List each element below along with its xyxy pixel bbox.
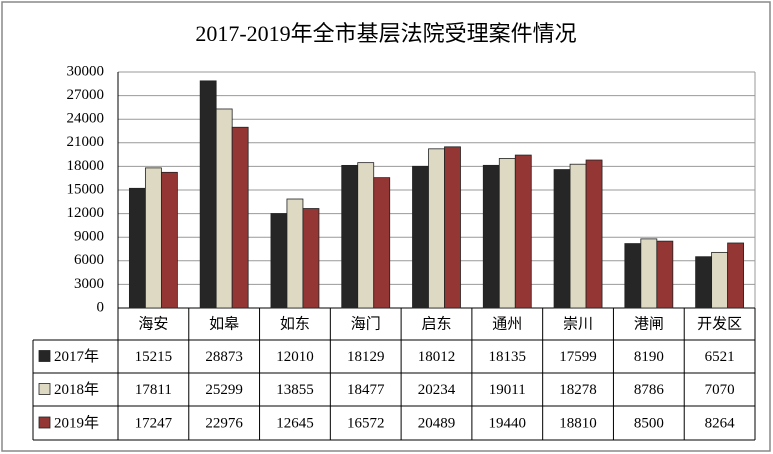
table-value: 18278 <box>559 382 597 398</box>
x-tick-label: 港闸 <box>634 315 664 332</box>
x-tick-label: 如东 <box>280 315 310 332</box>
bar <box>357 162 375 309</box>
bar <box>585 159 603 309</box>
bar <box>640 238 658 309</box>
bar <box>231 126 249 309</box>
bar <box>695 256 713 309</box>
bar <box>270 213 288 309</box>
x-tick-label: 通州 <box>492 315 522 332</box>
bar <box>553 169 571 309</box>
bar <box>656 240 674 309</box>
table-value: 28873 <box>205 349 243 365</box>
bar <box>711 251 729 309</box>
bar <box>199 80 217 309</box>
legend-label: 2017年 <box>54 348 99 365</box>
legend-key <box>38 383 51 395</box>
y-tick-label: 18000 <box>67 158 105 174</box>
x-tick-label: 如皋 <box>209 315 239 332</box>
y-tick-label: 6000 <box>74 252 104 268</box>
bar <box>428 148 445 309</box>
bar <box>412 165 429 309</box>
y-tick-label: 24000 <box>67 111 105 127</box>
bar <box>727 242 745 309</box>
table-value: 12010 <box>276 349 314 365</box>
table-value: 17599 <box>559 349 597 365</box>
legend-label: 2019年 <box>54 414 99 431</box>
y-tick-label: 9000 <box>74 229 104 245</box>
table-value: 8190 <box>634 349 664 365</box>
x-tick-label: 启东 <box>421 315 451 332</box>
table-value: 19011 <box>489 382 526 398</box>
table-value: 15215 <box>135 349 173 365</box>
table-value: 7070 <box>705 382 735 398</box>
table-value: 18129 <box>347 349 385 365</box>
y-tick-label: 30000 <box>67 63 105 79</box>
y-tick-label: 0 <box>97 299 105 315</box>
table-value: 17247 <box>135 415 173 431</box>
bar <box>128 187 146 309</box>
bar <box>286 198 304 309</box>
y-tick-label: 21000 <box>67 134 105 150</box>
bar <box>514 154 532 309</box>
table-value: 18012 <box>418 349 456 365</box>
x-tick-label: 崇川 <box>563 315 593 332</box>
table-value: 17811 <box>135 382 172 398</box>
bar <box>569 163 587 309</box>
y-tick-label: 3000 <box>74 276 104 292</box>
table-value: 19440 <box>489 415 527 431</box>
table-value: 20234 <box>418 382 456 398</box>
bar <box>215 108 233 309</box>
y-tick-label: 15000 <box>67 181 105 197</box>
bar <box>498 158 516 309</box>
bar <box>160 171 178 309</box>
x-tick-label: 海门 <box>351 315 381 332</box>
bar <box>444 146 461 309</box>
legend-label: 2018年 <box>54 381 99 398</box>
x-tick-label: 开发区 <box>697 315 742 332</box>
table-value: 8500 <box>634 415 664 431</box>
x-tick-label: 海安 <box>138 315 168 332</box>
table-value: 25299 <box>205 382 243 398</box>
y-tick-label: 27000 <box>67 87 105 103</box>
bar <box>341 164 359 309</box>
table-value: 8786 <box>634 382 665 398</box>
table-value: 18810 <box>559 415 597 431</box>
bar <box>373 177 391 309</box>
bar <box>144 167 162 309</box>
table-value: 12645 <box>276 415 314 431</box>
bar <box>624 243 642 309</box>
chart-title: 2017-2019年全市基层法院受理案件情况 <box>195 21 576 46</box>
y-tick-label: 12000 <box>67 205 105 221</box>
legend-key <box>38 350 51 362</box>
table-value: 18477 <box>347 382 385 398</box>
table-value: 16572 <box>347 415 385 431</box>
table-value: 8264 <box>705 415 736 431</box>
table-value: 22976 <box>205 415 243 431</box>
table-value: 18135 <box>489 349 527 365</box>
table-value: 13855 <box>276 382 314 398</box>
table-value: 20489 <box>418 415 456 431</box>
bar <box>482 164 500 309</box>
legend-key <box>38 416 51 429</box>
table-value: 6521 <box>705 349 735 365</box>
bar <box>302 208 320 309</box>
